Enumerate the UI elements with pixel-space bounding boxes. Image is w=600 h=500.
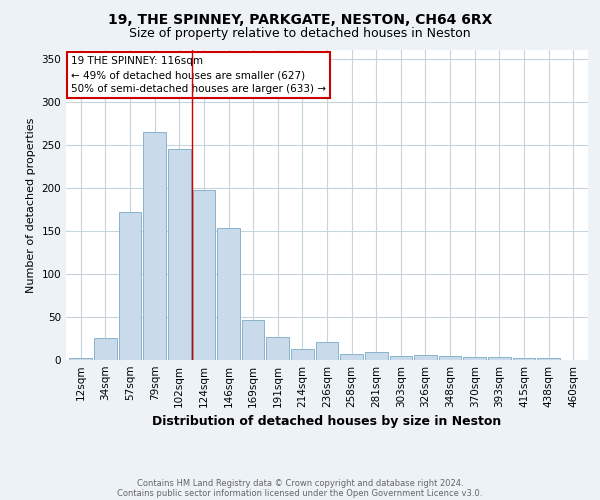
Bar [488, 358, 511, 360]
Bar [463, 358, 486, 360]
Bar [143, 132, 166, 360]
Bar [94, 338, 117, 360]
Bar [70, 358, 92, 360]
Bar [316, 342, 338, 360]
X-axis label: Distribution of detached houses by size in Neston: Distribution of detached houses by size … [152, 416, 502, 428]
Text: Size of property relative to detached houses in Neston: Size of property relative to detached ho… [129, 28, 471, 40]
Bar [168, 149, 191, 360]
Bar [291, 349, 314, 360]
Bar [512, 358, 535, 360]
Bar [193, 190, 215, 360]
Bar [119, 212, 142, 360]
Bar [414, 355, 437, 360]
Bar [266, 337, 289, 360]
Bar [389, 356, 412, 360]
Text: Contains public sector information licensed under the Open Government Licence v3: Contains public sector information licen… [118, 488, 482, 498]
Bar [439, 356, 461, 360]
Bar [365, 352, 388, 360]
Text: 19, THE SPINNEY, PARKGATE, NESTON, CH64 6RX: 19, THE SPINNEY, PARKGATE, NESTON, CH64 … [108, 12, 492, 26]
Text: 19 THE SPINNEY: 116sqm
← 49% of detached houses are smaller (627)
50% of semi-de: 19 THE SPINNEY: 116sqm ← 49% of detached… [71, 56, 326, 94]
Text: Contains HM Land Registry data © Crown copyright and database right 2024.: Contains HM Land Registry data © Crown c… [137, 478, 463, 488]
Bar [217, 228, 240, 360]
Bar [242, 320, 265, 360]
Bar [340, 354, 363, 360]
Bar [537, 358, 560, 360]
Y-axis label: Number of detached properties: Number of detached properties [26, 118, 36, 292]
